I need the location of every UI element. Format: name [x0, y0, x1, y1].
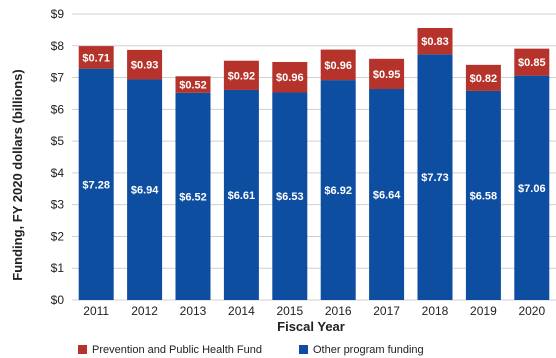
bar-other-funding	[320, 80, 356, 300]
y-axis-label: Funding, FY 2020 dollars (billions)	[10, 69, 25, 280]
data-label-other: $6.58	[470, 190, 498, 202]
y-tick-label: $8	[51, 39, 65, 53]
legend-label-prevention: Prevention and Public Health Fund	[92, 344, 262, 356]
x-axis-label: Fiscal Year	[277, 319, 345, 334]
data-label-other: $7.06	[518, 183, 546, 195]
bar-other-funding	[78, 68, 114, 300]
x-tick-label: 2018	[422, 304, 449, 318]
x-axis-ticks: 2011 2012 2013 2014 2015 2016 2017 2018 2019 2020	[83, 304, 545, 318]
bar-other-funding	[465, 90, 501, 300]
bar-prevention-fund	[369, 58, 405, 89]
data-label-prevention: $0.83	[421, 36, 449, 48]
data-label-prevention: $0.71	[82, 52, 110, 64]
data-label-other: $6.64	[373, 189, 401, 201]
y-axis-ticks: $0 $1 $2 $3 $4 $5 $6 $7 $8 $9	[51, 7, 65, 307]
data-label-other: $6.92	[324, 185, 352, 197]
x-tick-label: 2015	[276, 304, 303, 318]
legend-label-other: Other program funding	[313, 344, 424, 356]
data-label-other: $6.94	[131, 185, 159, 197]
data-label-prevention: $0.52	[179, 80, 207, 92]
x-tick-label: 2011	[83, 304, 109, 318]
bar-other-funding	[272, 92, 308, 300]
bar-prevention-fund	[78, 46, 114, 69]
y-tick-label: $3	[51, 198, 65, 212]
data-label-other: $6.53	[276, 191, 304, 203]
data-label-prevention: $0.96	[276, 72, 304, 84]
y-tick-label: $7	[51, 71, 65, 85]
y-tick-label: $9	[51, 7, 65, 21]
bar-prevention-fund	[514, 48, 550, 76]
bar-other-funding	[369, 88, 405, 301]
data-label-prevention: $0.82	[470, 73, 498, 85]
bar-other-funding	[175, 92, 211, 300]
x-tick-label: 2012	[131, 304, 158, 318]
x-tick-label: 2013	[180, 304, 207, 318]
bar-other-funding	[127, 79, 163, 300]
y-tick-label: $4	[51, 166, 65, 180]
bar-prevention-fund	[417, 27, 453, 55]
bar-prevention-fund	[465, 64, 501, 91]
bar-prevention-fund	[223, 60, 259, 90]
bar-prevention-fund	[320, 49, 356, 81]
y-tick-label: $0	[51, 293, 65, 307]
bar-other-funding	[514, 75, 550, 300]
bar-other-funding	[223, 89, 259, 301]
x-tick-label: 2017	[373, 304, 400, 318]
y-tick-label: $1	[51, 261, 65, 275]
data-label-other: $6.61	[228, 190, 256, 202]
bar-other-funding	[417, 54, 453, 301]
legend-swatch-prevention	[78, 345, 87, 354]
data-label-other: $7.73	[421, 172, 449, 184]
bar-prevention-fund	[127, 49, 163, 80]
legend: Prevention and Public Health Fund Other …	[78, 344, 424, 356]
data-label-other: $7.28	[82, 179, 110, 191]
legend-swatch-other	[299, 345, 308, 354]
y-tick-label: $6	[51, 102, 65, 116]
y-tick-label: $2	[51, 229, 65, 243]
x-tick-label: 2019	[470, 304, 497, 318]
bar-prevention-fund	[272, 61, 308, 93]
y-tick-label: $5	[51, 134, 65, 148]
data-label-prevention: $0.93	[131, 60, 159, 72]
x-tick-label: 2014	[228, 304, 255, 318]
data-label-prevention: $0.95	[373, 69, 401, 81]
data-label-prevention: $0.96	[324, 60, 352, 72]
x-tick-label: 2016	[325, 304, 352, 318]
x-tick-label: 2020	[518, 304, 545, 318]
bar-prevention-fund	[175, 76, 211, 93]
bars: $7.28 $0.71 $6.94 $0.93 $6.52 $0.52 $6.61 $0.92…	[78, 27, 550, 301]
data-label-other: $6.52	[179, 191, 207, 203]
data-label-prevention: $0.92	[228, 70, 256, 82]
data-label-prevention: $0.85	[518, 57, 546, 69]
